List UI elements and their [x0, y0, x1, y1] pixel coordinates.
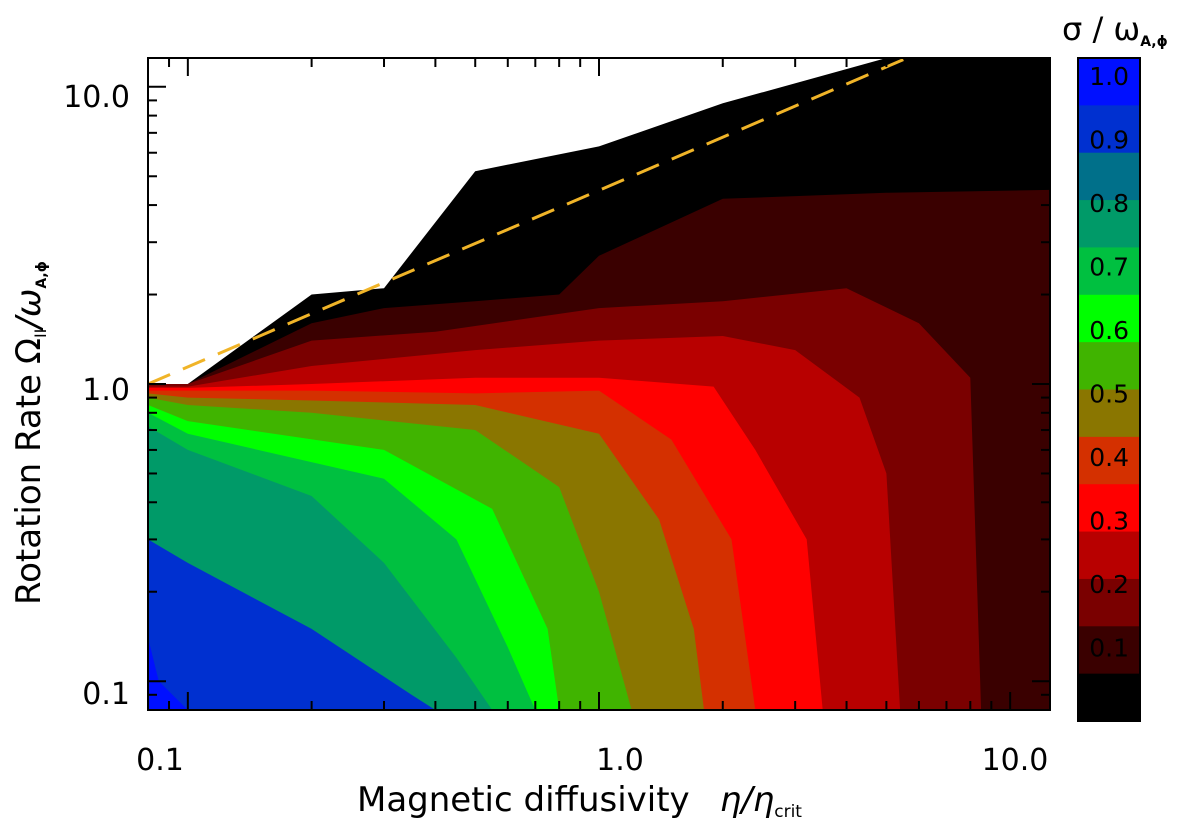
colorbar-swatch-8: [1078, 436, 1140, 485]
colorbar-swatch-3: [1078, 200, 1140, 249]
colorbar-tick-label: 1.0: [1089, 62, 1129, 91]
colorbar-title: σ / ωA,ϕ: [1062, 10, 1168, 50]
colorbar-swatch-0: [1078, 58, 1140, 106]
colorbar-tick-label: 0.0: [1089, 697, 1129, 726]
colorbar: [1078, 58, 1140, 722]
y-tick-label-0: 0.1: [82, 677, 130, 712]
colorbar-swatch-11: [1078, 578, 1140, 627]
colorbar-swatch-6: [1078, 342, 1140, 391]
y-axis-label: Rotation RateΩII/ωA,ϕ: [9, 261, 50, 605]
colorbar-tick-label: 0.7: [1089, 253, 1129, 282]
colorbar-tick-label: 0.5: [1089, 380, 1129, 409]
contour-bands: [148, 58, 1050, 710]
y-tick-label-1: 1.0: [82, 373, 130, 408]
contour-band-blue: [148, 539, 436, 710]
colorbar-swatch-5: [1078, 294, 1140, 343]
x-tick-label-2: 10.0: [982, 743, 1049, 778]
colorbar-swatch-9: [1078, 484, 1140, 533]
colorbar-tick-label: 0.9: [1089, 126, 1129, 155]
colorbar-tick-label: 0.8: [1089, 189, 1129, 218]
x-axis-label: Magnetic diffusivity η/ηcrit: [357, 780, 802, 822]
x-tick-label-1: 1.0: [596, 743, 644, 778]
colorbar-tick-labels: 1.0 0.9 0.8 0.7 0.6 0.5 0.4 0.3 0.2 0.1 0.0: [1089, 62, 1129, 726]
colorbar-swatch-1: [1078, 105, 1140, 154]
colorbar-swatch-12: [1078, 626, 1140, 675]
colorbar-swatch-4: [1078, 247, 1140, 296]
colorbar-tick-label: 0.4: [1089, 443, 1129, 472]
colorbar-frame: [1077, 57, 1141, 722]
axis-ticks: [147, 58, 1050, 711]
colorbar-swatch-13: [1078, 673, 1140, 722]
contour-band-deep-blue: [148, 637, 188, 710]
y-tick-label-2: 10.0: [63, 80, 130, 115]
colorbar-swatch-7: [1078, 389, 1140, 438]
x-tick-label-0: 0.1: [136, 743, 184, 778]
colorbar-tick-label: 0.6: [1089, 316, 1129, 345]
colorbar-tick-label: 0.2: [1089, 570, 1129, 599]
colorbar-tick-label: 0.3: [1089, 507, 1129, 536]
colorbar-swatch-10: [1078, 531, 1140, 580]
dashed-threshold-line: [148, 58, 911, 386]
colorbar-tick-label: 0.1: [1089, 634, 1129, 663]
colorbar-swatch-2: [1078, 152, 1140, 201]
